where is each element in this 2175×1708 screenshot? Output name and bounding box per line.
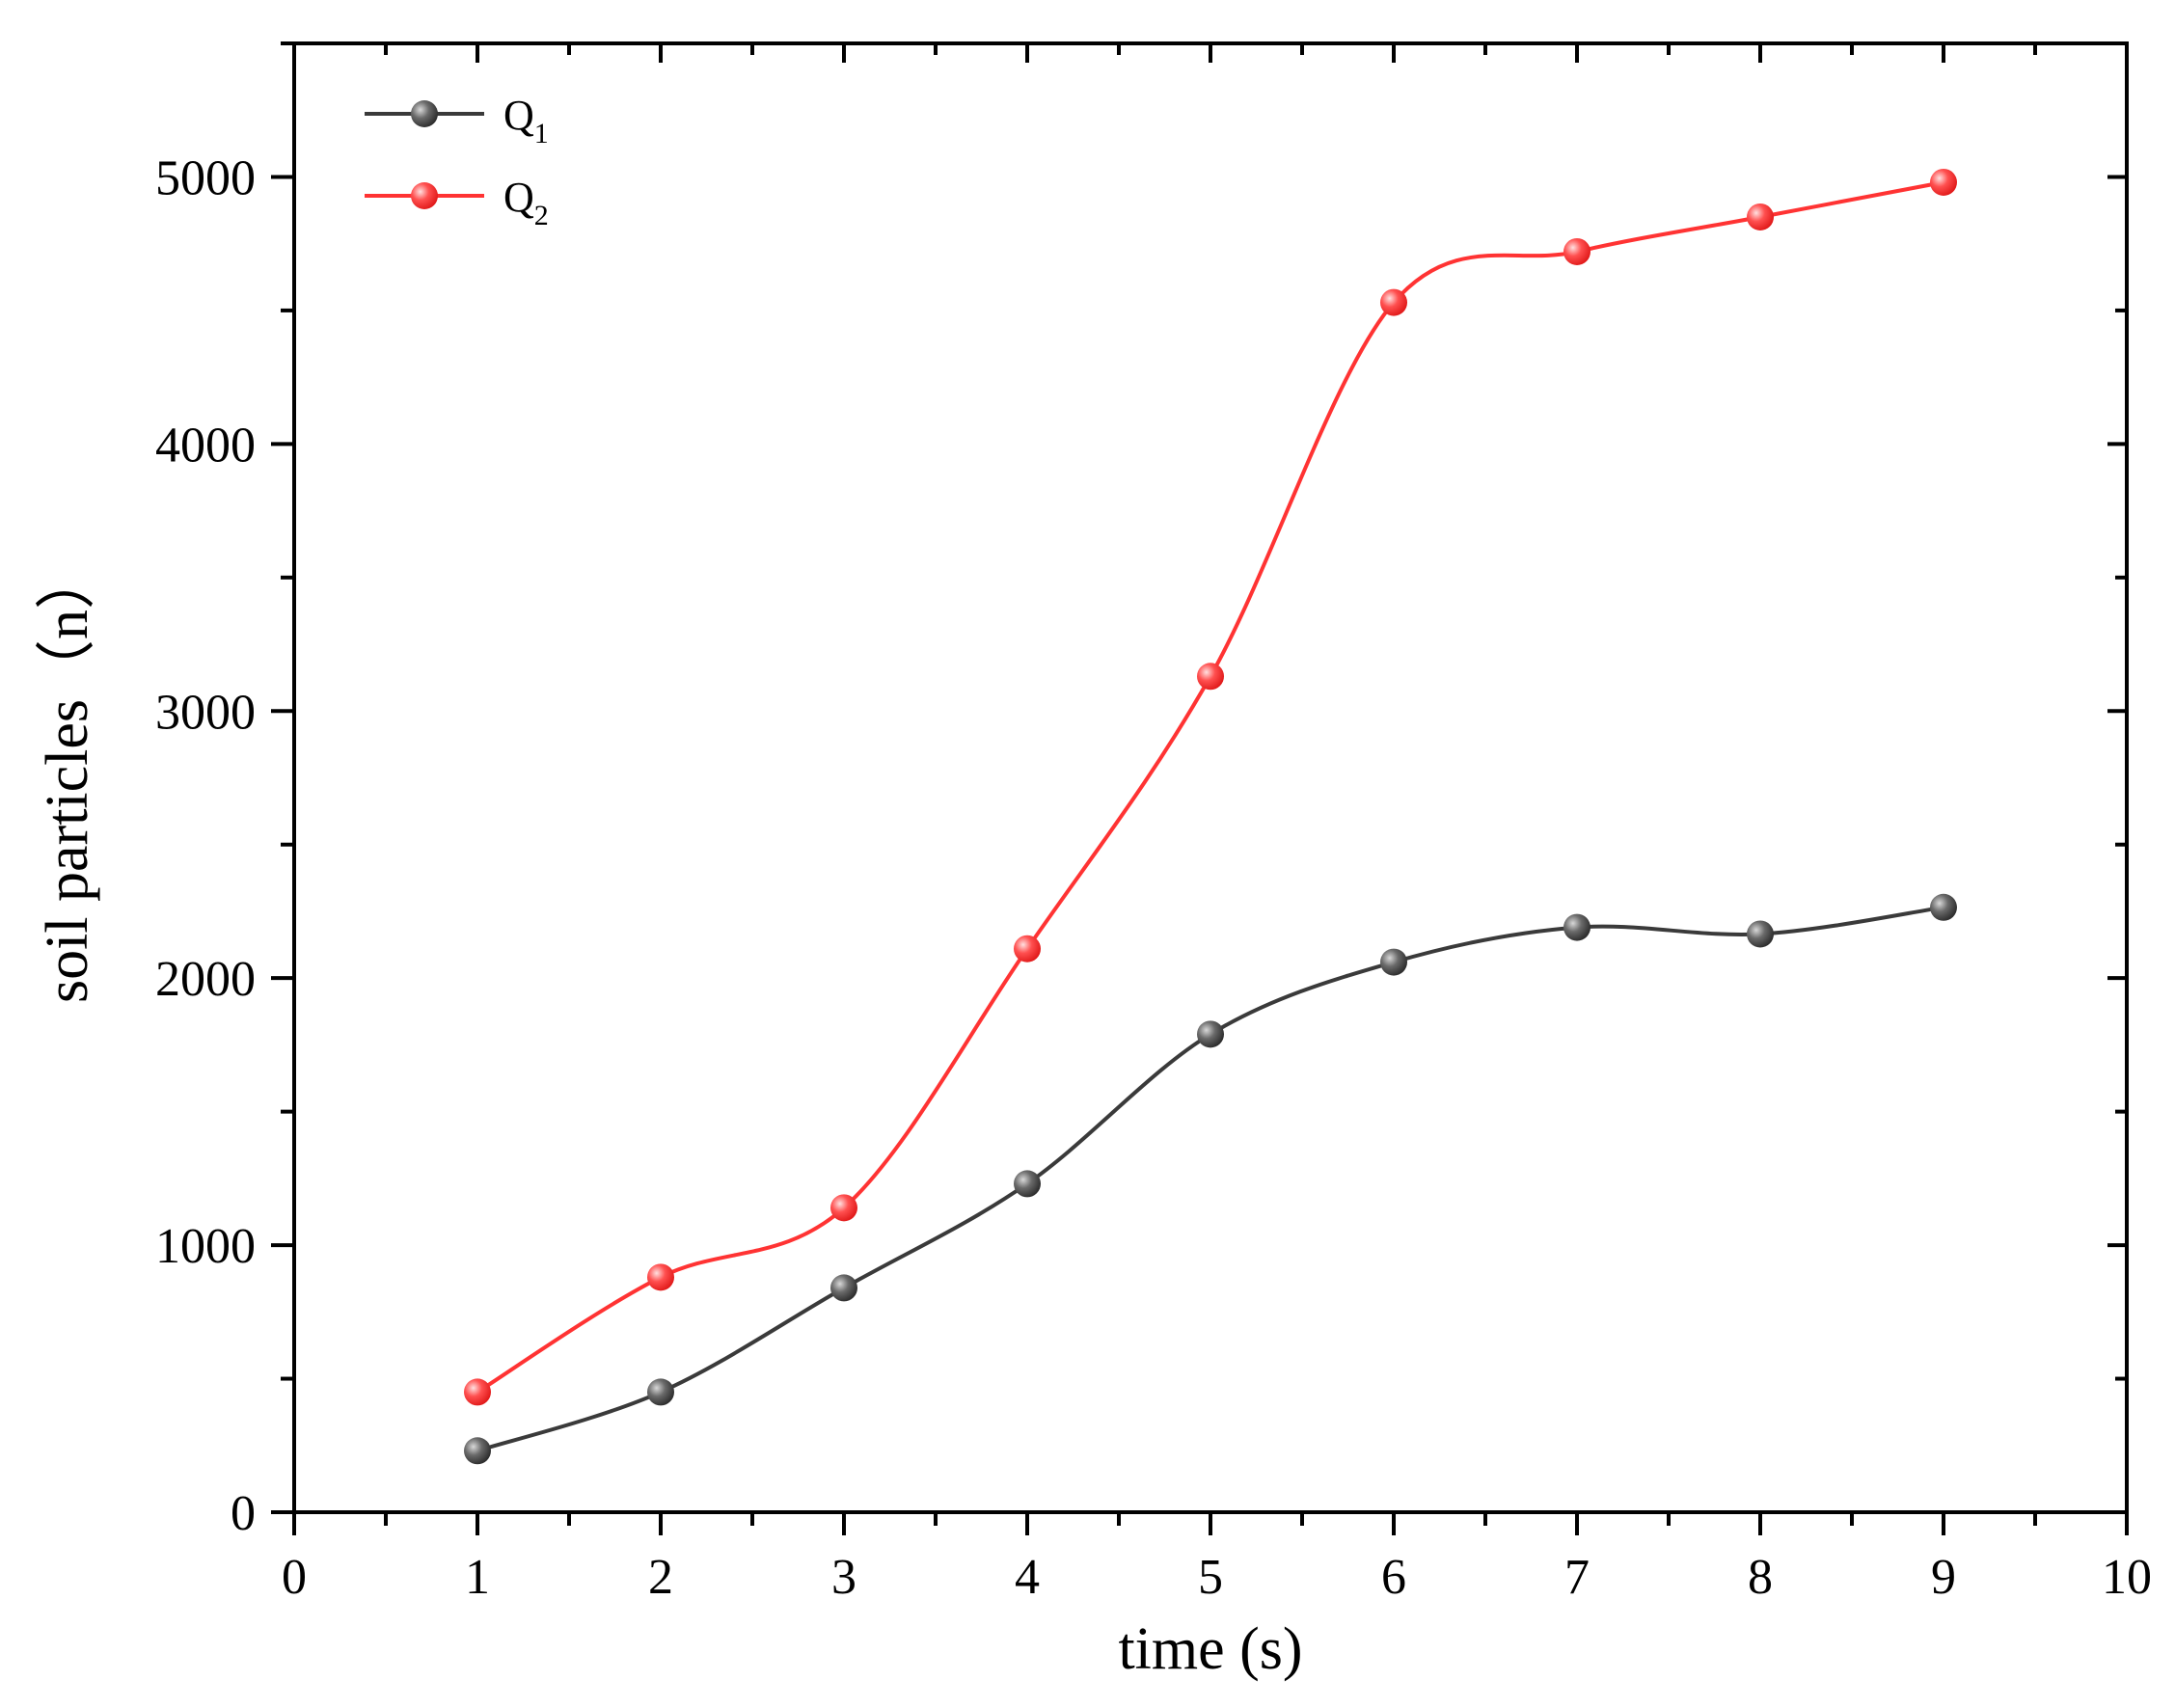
legend: Q1 Q2 <box>365 92 549 231</box>
x-tick-label: 8 <box>1748 1550 1773 1605</box>
data-point-q1 <box>647 1378 674 1406</box>
data-point-q2 <box>1197 663 1224 691</box>
legend-item-q2: Q2 <box>365 174 549 231</box>
legend-label-q1-sub: 1 <box>534 118 549 149</box>
legend-label-q2-sub: 2 <box>534 200 549 231</box>
data-point-q1 <box>1930 893 1957 921</box>
y-axis-title: soil particles（n） <box>35 550 100 1003</box>
data-point-q1 <box>1014 1170 1041 1198</box>
x-tick-label: 10 <box>2102 1550 2152 1605</box>
data-point-q2 <box>1380 288 1407 316</box>
data-point-q2 <box>464 1378 491 1406</box>
y-tick-labels: 0 1000 2000 3000 4000 5000 <box>155 150 256 1541</box>
data-point-q1 <box>1563 913 1590 941</box>
y-tick-label: 0 <box>231 1486 256 1541</box>
data-point-q2 <box>647 1263 674 1291</box>
x-tick-label: 7 <box>1564 1550 1590 1605</box>
legend-label-q2: Q2 <box>503 174 549 231</box>
x-tick-label: 0 <box>282 1550 307 1605</box>
y-tick-label: 5000 <box>155 150 256 205</box>
series-layer <box>464 168 1957 1465</box>
legend-label-q1: Q1 <box>503 92 549 149</box>
x-tick-label: 6 <box>1381 1550 1406 1605</box>
data-point-q1 <box>1197 1020 1224 1048</box>
x-tick-label: 1 <box>465 1550 490 1605</box>
legend-marker-q1 <box>411 100 438 127</box>
data-point-q2 <box>1563 237 1590 265</box>
data-point-q1 <box>1747 920 1774 948</box>
legend-label-q1-base: Q <box>503 92 534 139</box>
data-point-q1 <box>1380 948 1407 976</box>
x-tick-labels: 0 1 2 3 4 5 6 7 8 9 10 <box>282 1550 2152 1605</box>
y-tick-label: 1000 <box>155 1219 256 1274</box>
series-q2 <box>464 168 1957 1406</box>
x-tick-label: 3 <box>831 1550 856 1605</box>
legend-marker-q2 <box>411 182 438 209</box>
x-tick-label: 2 <box>648 1550 673 1605</box>
data-point-q1 <box>830 1274 857 1302</box>
legend-item-q1: Q1 <box>365 92 549 149</box>
y-tick-label: 2000 <box>155 952 256 1007</box>
data-point-q2 <box>830 1194 857 1222</box>
y-tick-label: 4000 <box>155 418 256 473</box>
data-point-q1 <box>464 1437 491 1465</box>
data-point-q2 <box>1930 168 1957 196</box>
data-point-q2 <box>1014 935 1041 962</box>
data-point-q2 <box>1747 203 1774 230</box>
x-tick-label: 4 <box>1015 1550 1040 1605</box>
x-tick-label: 9 <box>1931 1550 1956 1605</box>
series-q1 <box>464 893 1957 1465</box>
plot-frame <box>292 41 2129 1514</box>
axis-ticks <box>271 41 2129 1535</box>
series-line-q2 <box>476 180 1944 1395</box>
series-line-q1 <box>476 905 1944 1453</box>
legend-label-q2-base: Q <box>503 174 534 221</box>
x-axis-title: time (s) <box>1118 1616 1302 1682</box>
y-tick-label: 3000 <box>155 685 256 740</box>
x-tick-label: 5 <box>1198 1550 1223 1605</box>
